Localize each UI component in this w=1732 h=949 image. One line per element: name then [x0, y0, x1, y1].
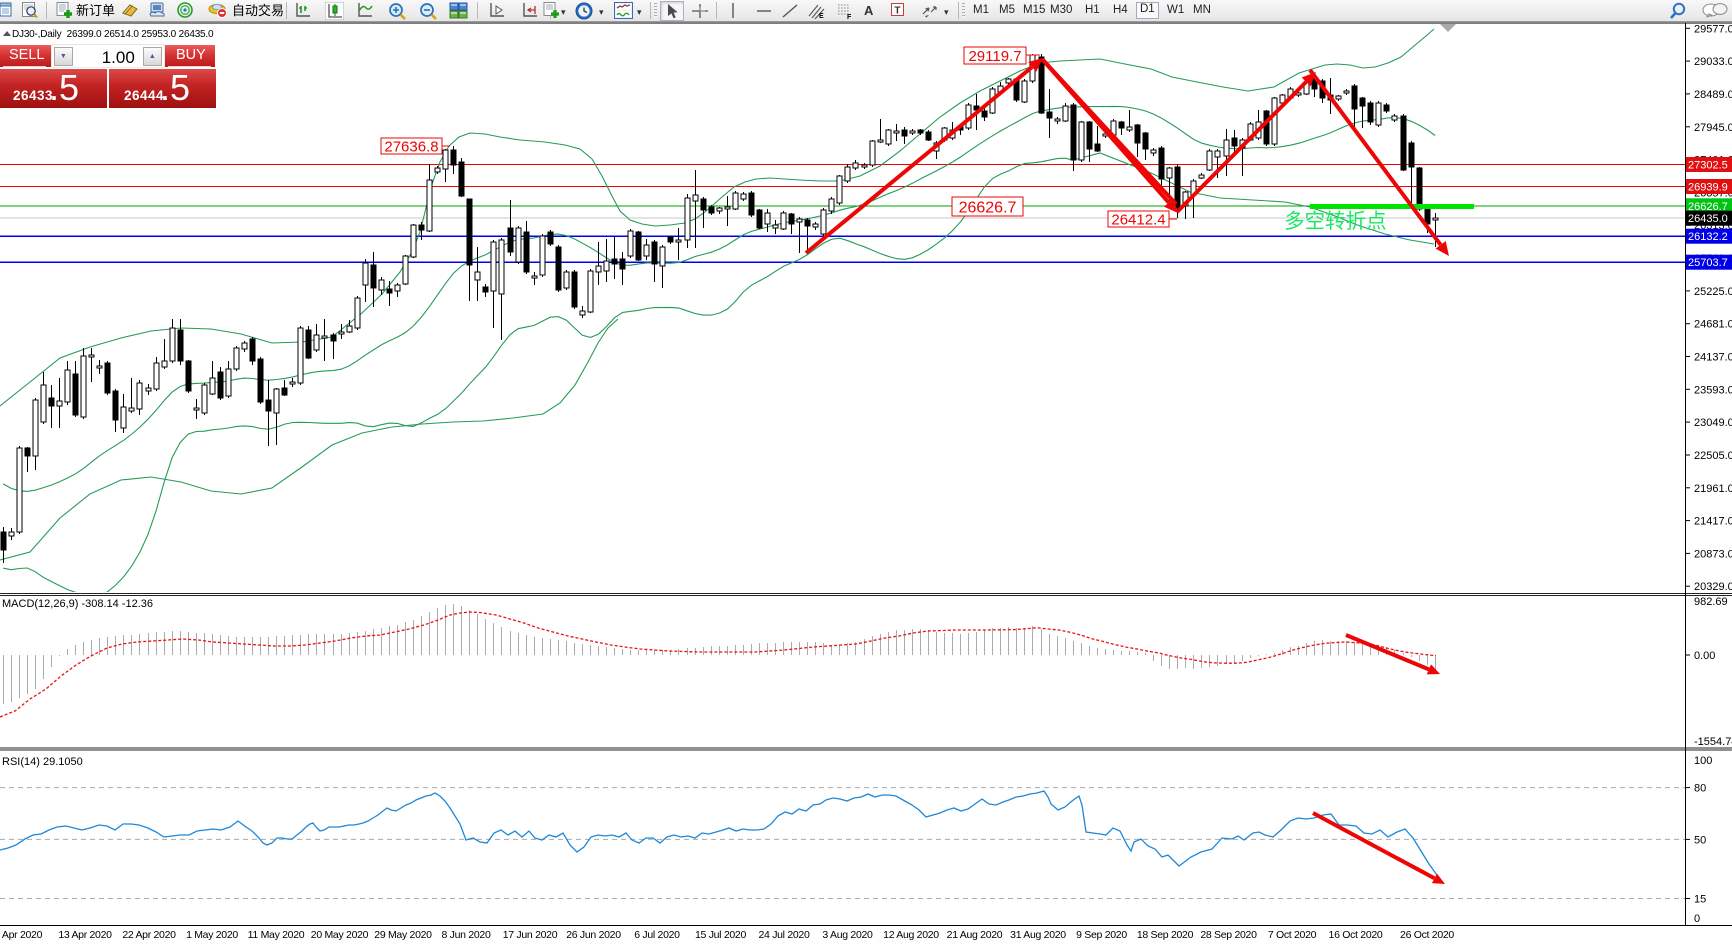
svg-text:26626.7: 26626.7: [1688, 201, 1728, 213]
svg-text:80: 80: [1694, 783, 1706, 795]
svg-text:23049.0: 23049.0: [1694, 417, 1732, 429]
svg-text:26 Jun 2020: 26 Jun 2020: [566, 929, 621, 941]
svg-text:27302.5: 27302.5: [1688, 160, 1728, 172]
svg-text:3 Aug 2020: 3 Aug 2020: [822, 929, 873, 941]
svg-text:26412.4: 26412.4: [1111, 211, 1165, 228]
svg-text:6 Jul 2020: 6 Jul 2020: [634, 929, 680, 941]
svg-text:26626.7: 26626.7: [959, 199, 1017, 216]
svg-text:T: T: [894, 5, 900, 16]
svg-text:27945.0: 27945.0: [1694, 122, 1732, 134]
svg-text:13 Apr 2020: 13 Apr 2020: [58, 929, 112, 941]
svg-text:23593.0: 23593.0: [1694, 384, 1732, 396]
svg-text:21 Aug 2020: 21 Aug 2020: [947, 929, 1003, 941]
svg-text:20329.0: 20329.0: [1694, 581, 1732, 593]
svg-text:MACD(12,26,9) -308.14 -12.36: MACD(12,26,9) -308.14 -12.36: [2, 598, 153, 610]
svg-text:-1554.74: -1554.74: [1694, 736, 1732, 748]
svg-text:0: 0: [1694, 913, 1700, 925]
svg-text:50: 50: [1694, 834, 1706, 846]
svg-text:22 Apr 2020: 22 Apr 2020: [122, 929, 176, 941]
svg-text:Apr 2020: Apr 2020: [2, 929, 43, 941]
svg-text:E: E: [819, 13, 824, 20]
svg-text:DJ30-,Daily 26399.0 26514.0 2: DJ30-,Daily 26399.0 26514.0 25953.0 2643…: [12, 29, 214, 40]
svg-text:29577.0: 29577.0: [1694, 23, 1732, 35]
svg-text:F: F: [847, 14, 852, 20]
svg-text:982.69: 982.69: [1694, 596, 1728, 608]
svg-text:26132.2: 26132.2: [1688, 231, 1728, 243]
svg-text:29119.7: 29119.7: [968, 48, 1021, 65]
svg-text:15 Jul 2020: 15 Jul 2020: [695, 929, 746, 941]
svg-text:24137.0: 24137.0: [1694, 352, 1732, 364]
svg-text:25225.0: 25225.0: [1694, 286, 1732, 298]
svg-text:1 May 2020: 1 May 2020: [186, 929, 238, 941]
svg-text:RSI(14) 29.1050: RSI(14) 29.1050: [2, 756, 83, 768]
svg-text:26939.9: 26939.9: [1688, 182, 1728, 194]
svg-text:21417.0: 21417.0: [1694, 516, 1732, 528]
svg-text:16 Oct 2020: 16 Oct 2020: [1329, 929, 1383, 941]
svg-text:22505.0: 22505.0: [1694, 450, 1732, 462]
svg-text:26 Oct 2020: 26 Oct 2020: [1400, 929, 1454, 941]
svg-text:20873.0: 20873.0: [1694, 548, 1732, 560]
svg-text:28489.0: 28489.0: [1694, 89, 1732, 101]
svg-text:15: 15: [1694, 894, 1706, 906]
svg-text:24681.0: 24681.0: [1694, 319, 1732, 331]
svg-text:11 May 2020: 11 May 2020: [248, 929, 305, 941]
svg-text:0.00: 0.00: [1694, 650, 1715, 662]
svg-text:27636.8: 27636.8: [384, 138, 438, 155]
svg-text:9 Sep 2020: 9 Sep 2020: [1076, 929, 1127, 941]
svg-text:17 Jun 2020: 17 Jun 2020: [503, 929, 558, 941]
svg-text:多空转折点: 多空转折点: [1284, 210, 1387, 233]
svg-text:24 Jul 2020: 24 Jul 2020: [759, 929, 810, 941]
svg-text:29 May 2020: 29 May 2020: [374, 929, 432, 941]
svg-text:25703.7: 25703.7: [1688, 257, 1728, 269]
svg-text:20 May 2020: 20 May 2020: [311, 929, 369, 941]
svg-text:26435.0: 26435.0: [1688, 213, 1728, 225]
svg-text:29033.0: 29033.0: [1694, 56, 1732, 68]
svg-text:12 Aug 2020: 12 Aug 2020: [883, 929, 939, 941]
svg-text:31 Aug 2020: 31 Aug 2020: [1010, 929, 1066, 941]
svg-text:18 Sep 2020: 18 Sep 2020: [1137, 929, 1194, 941]
svg-text:8 Jun 2020: 8 Jun 2020: [442, 929, 491, 941]
svg-text:28 Sep 2020: 28 Sep 2020: [1200, 929, 1257, 941]
svg-text:100: 100: [1694, 755, 1712, 767]
svg-text:7 Oct 2020: 7 Oct 2020: [1268, 929, 1317, 941]
svg-text:21961.0: 21961.0: [1694, 483, 1732, 495]
